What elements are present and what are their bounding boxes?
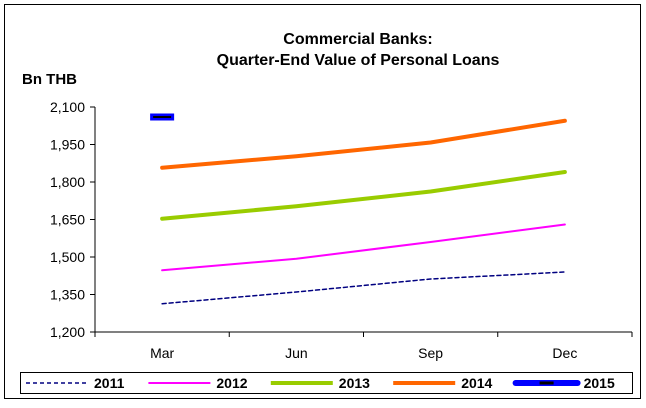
legend-item-2013-label: 2013 — [339, 375, 370, 391]
y-tick-label: 1,950 — [50, 137, 85, 153]
y-tick-label: 1,650 — [50, 212, 85, 228]
series-2014-line — [160, 118, 567, 170]
x-tick-label: Sep — [418, 345, 443, 361]
x-tick-label: Jun — [285, 345, 308, 361]
legend-item-2014-label: 2014 — [461, 375, 492, 391]
y-axis-unit-label: Bn THB — [22, 71, 77, 88]
series-2013-line — [160, 170, 567, 221]
y-tick-label: 1,200 — [50, 324, 85, 340]
y-tick-label: 1,500 — [50, 249, 85, 265]
y-tick-label: 1,350 — [50, 287, 85, 303]
y-tick-label: 2,100 — [50, 99, 85, 115]
legend-item-2012-label: 2012 — [216, 375, 247, 391]
legend-item-2015-label: 2015 — [584, 375, 615, 391]
x-tick-label: Mar — [150, 345, 174, 361]
x-tick-label: Dec — [552, 345, 577, 361]
legend: 2011 2012 2013 2014 2015 — [20, 372, 633, 394]
series-2012-line — [161, 223, 566, 272]
y-tick-label: 1,800 — [50, 174, 85, 190]
chart-subtitle: Quarter-End Value of Personal Loans — [217, 52, 500, 69]
legend-item-2011-label: 2011 — [94, 375, 125, 391]
series-2011-line — [161, 271, 566, 305]
chart-title: Commercial Banks: — [283, 31, 432, 48]
plot-area: 1,200 1,350 1,500 1,650 1,800 1,950 2,100 Mar Ju… — [50, 99, 633, 361]
